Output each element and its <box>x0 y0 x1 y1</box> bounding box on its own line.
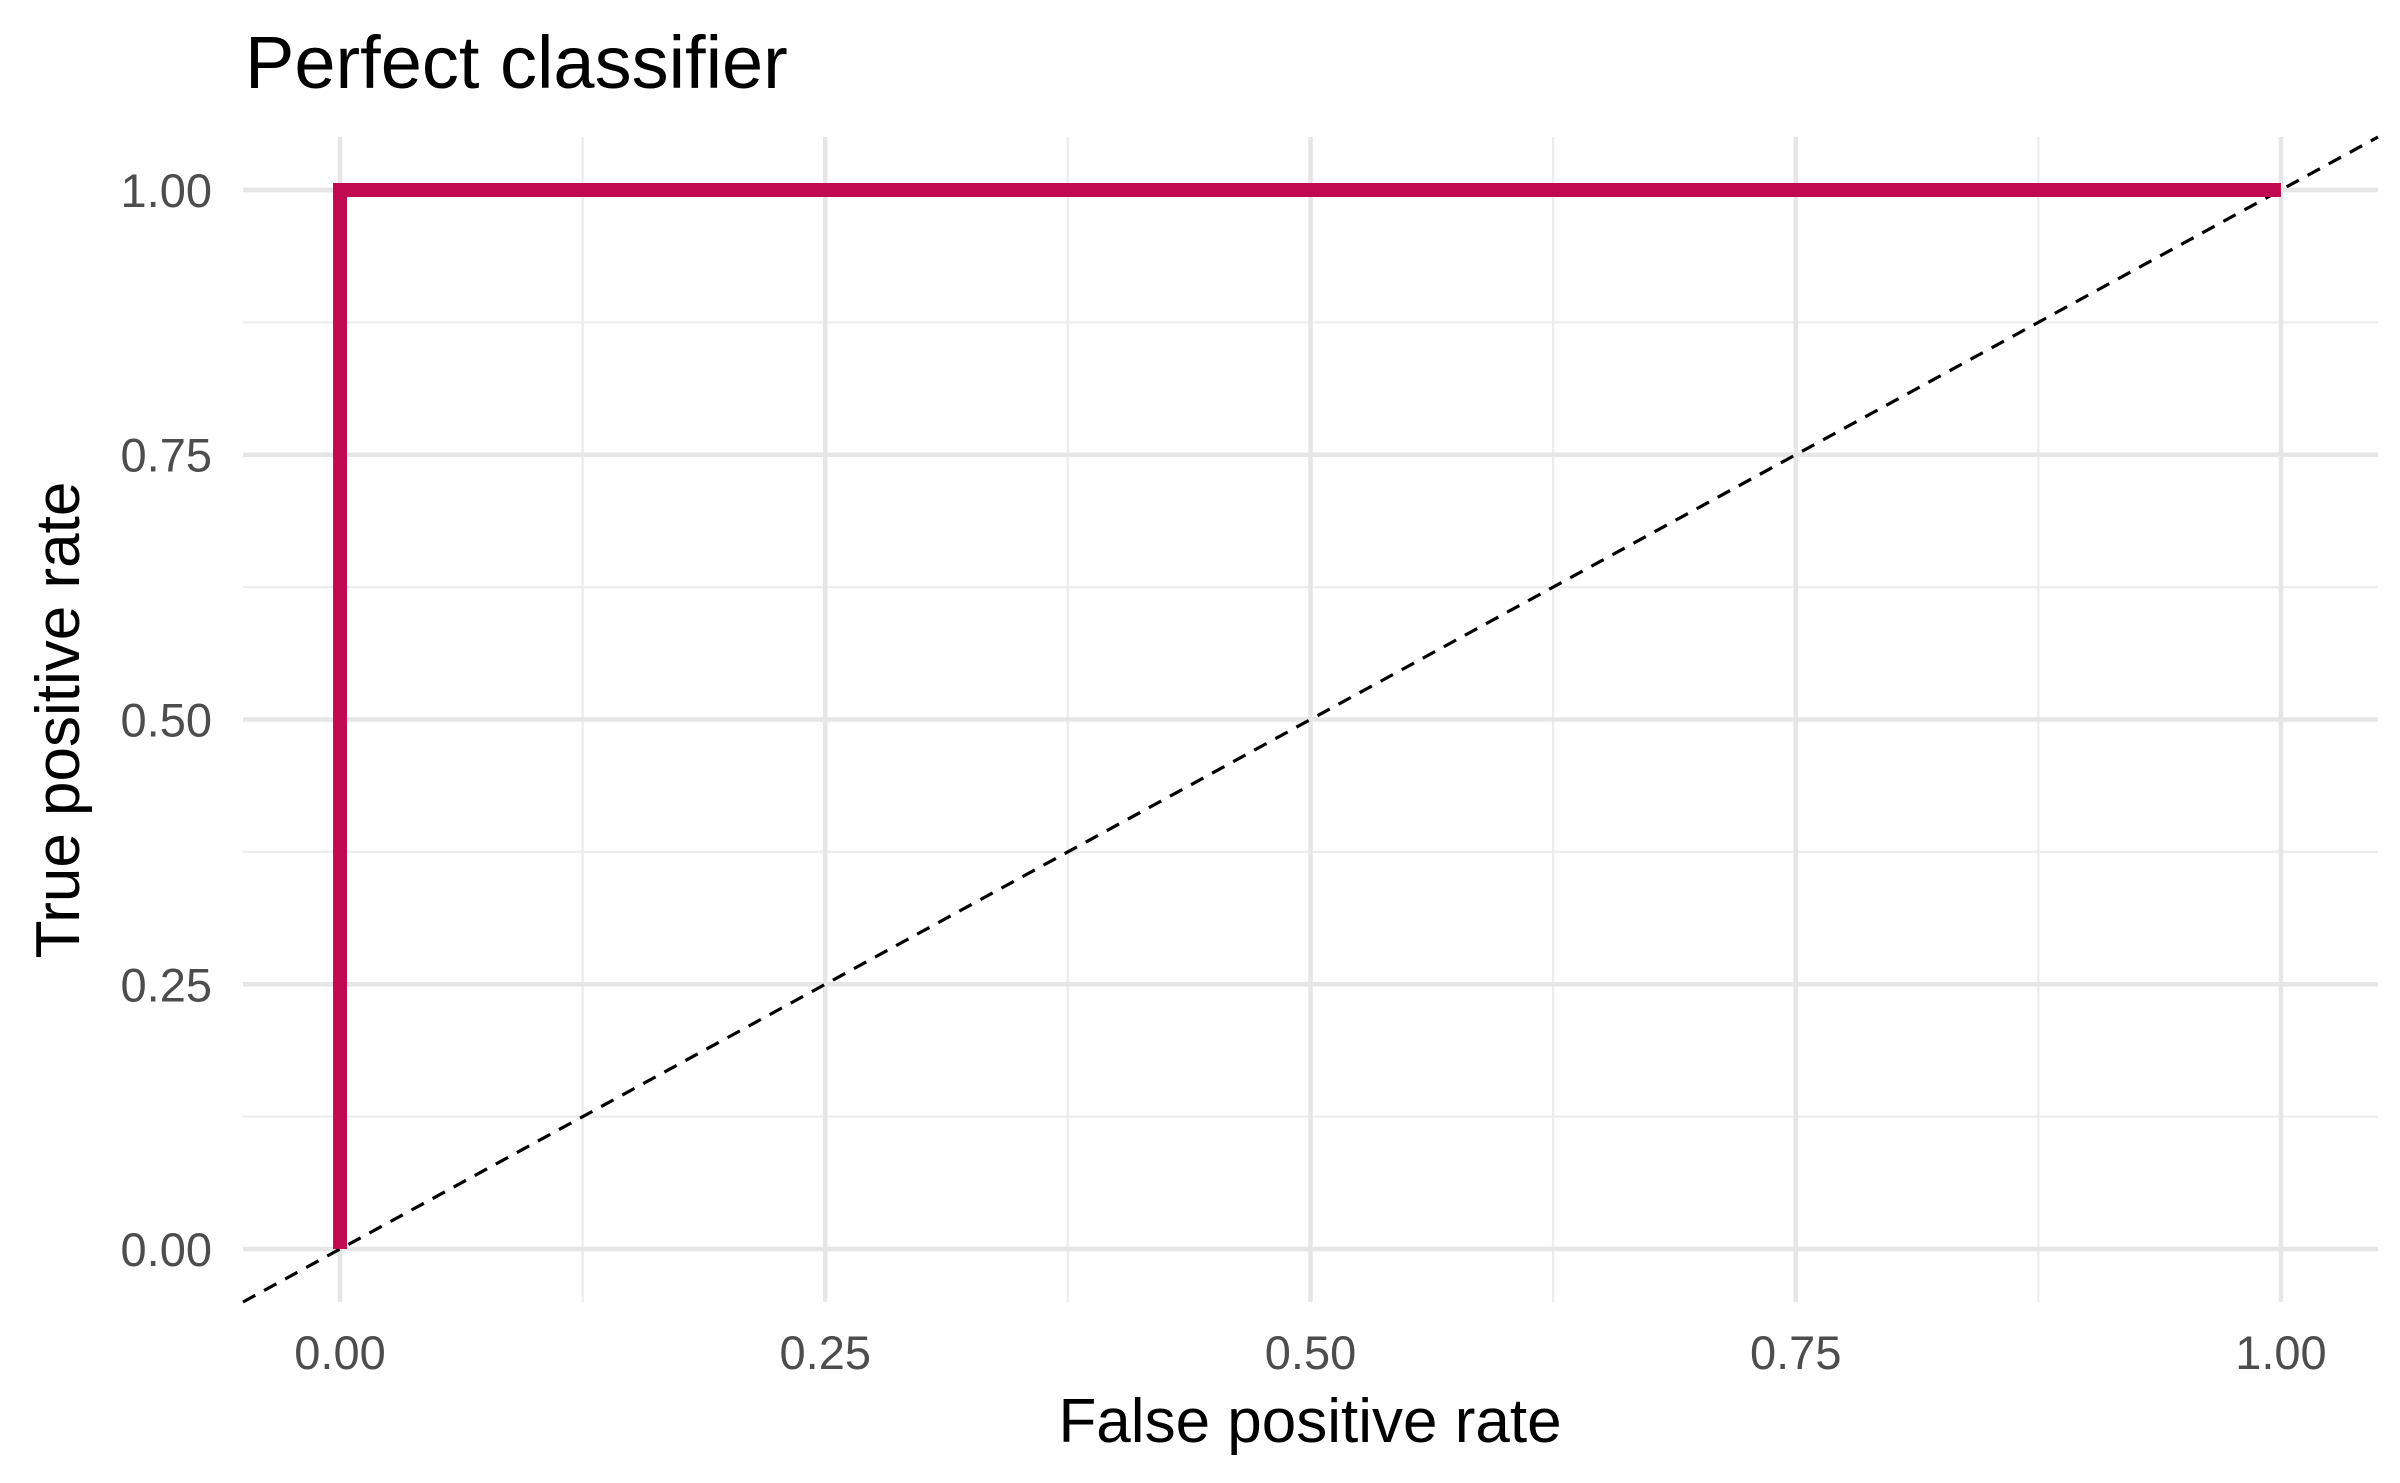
y-axis-tick-labels: 0.00 0.25 0.50 0.75 1.00 <box>121 164 212 1276</box>
y-tick-label: 1.00 <box>121 164 212 217</box>
x-tick-label: 0.25 <box>780 1326 871 1379</box>
x-tick-label: 0.50 <box>1265 1326 1356 1379</box>
x-tick-label: 0.75 <box>1750 1326 1841 1379</box>
reference-line-layer <box>242 135 2379 1304</box>
series-layer <box>333 182 2281 1250</box>
roc-curve-line <box>333 182 2281 1250</box>
y-axis-title: True positive rate <box>24 482 93 959</box>
y-tick-label: 0.25 <box>121 958 212 1011</box>
y-tick-label: 0.00 <box>121 1223 212 1276</box>
x-tick-label: 1.00 <box>2235 1326 2326 1379</box>
y-tick-label: 0.50 <box>121 694 212 747</box>
x-axis-title: False positive rate <box>1058 1387 1561 1456</box>
chance-diagonal-line <box>242 135 2379 1304</box>
chart-title: Perfect classifier <box>245 21 788 104</box>
x-axis-tick-labels: 0.00 0.25 0.50 0.75 1.00 <box>294 1326 2326 1379</box>
x-tick-label: 0.00 <box>294 1326 385 1379</box>
y-tick-label: 0.75 <box>121 429 212 482</box>
